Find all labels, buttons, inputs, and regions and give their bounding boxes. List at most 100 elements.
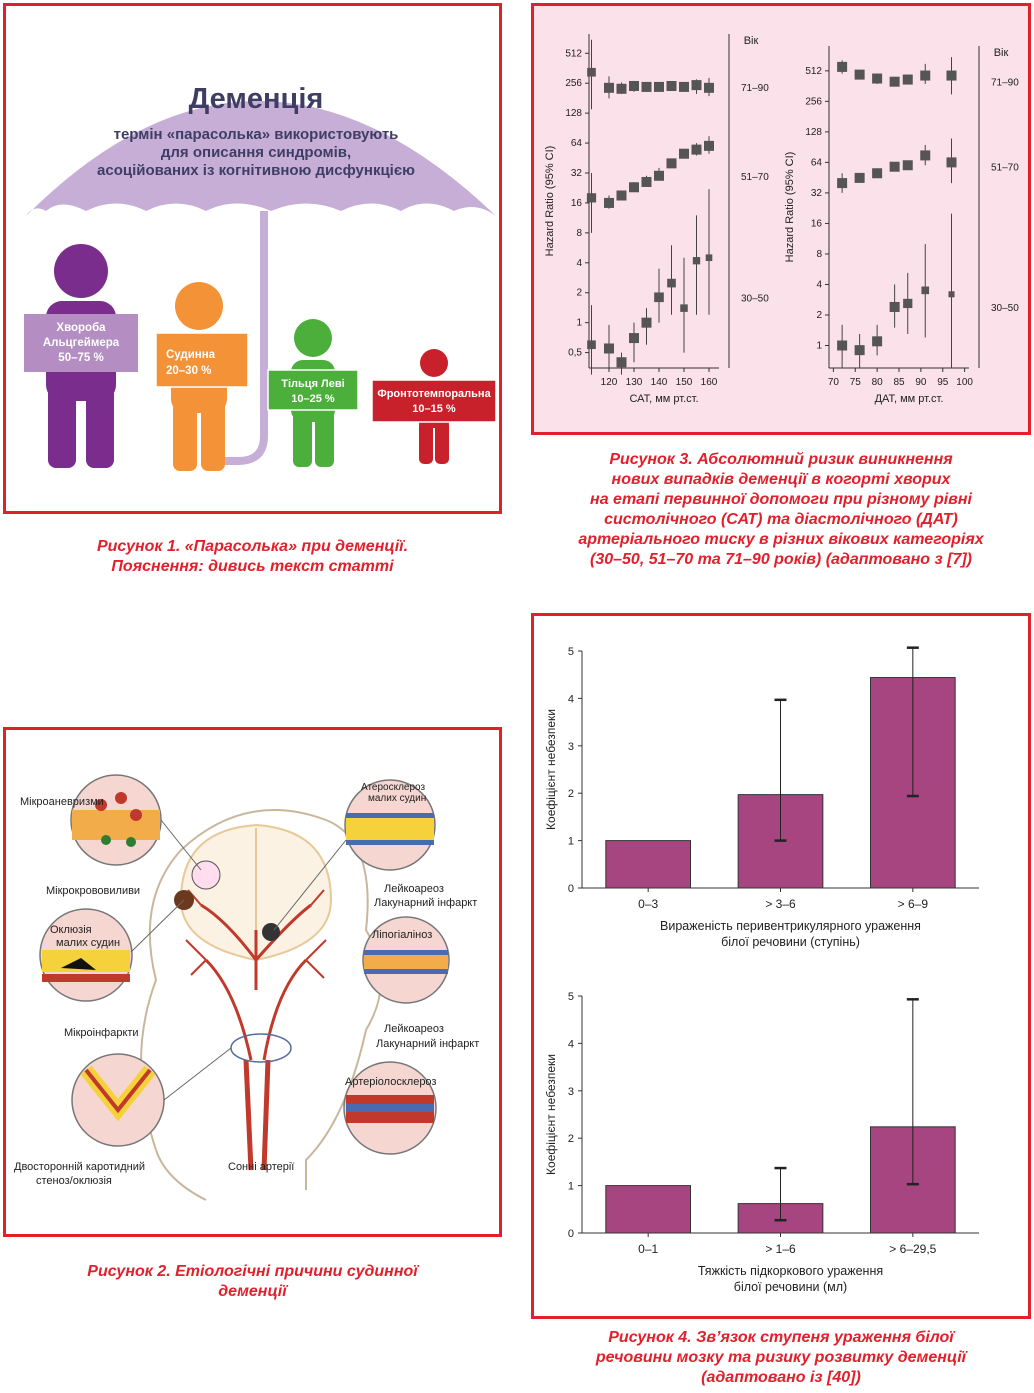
data-point <box>680 304 688 312</box>
y-tick-label: 8 <box>576 228 582 239</box>
data-point <box>679 81 689 92</box>
data-point <box>691 144 702 155</box>
alzheimer-label: Альцгеймера <box>43 337 120 349</box>
y-tick-label: 8 <box>816 249 822 260</box>
y-tick-label: 0 <box>568 1228 574 1240</box>
x-tick-label: 95 <box>937 377 949 388</box>
data-point <box>616 83 627 94</box>
data-point <box>654 170 664 181</box>
legend-entry: 51–70 <box>741 172 769 183</box>
caption-line: речовини мозку та ризику розвитку деменц… <box>595 1349 967 1366</box>
caption-line: артеріального тиску в різних вікових кат… <box>578 531 984 548</box>
carotid-arteries <box>243 1059 271 1171</box>
x-tick-label: 120 <box>601 377 618 388</box>
data-point <box>629 182 639 193</box>
legend-title: Вік <box>744 35 759 47</box>
data-point <box>920 150 931 161</box>
data-point <box>902 74 913 85</box>
bar <box>605 840 692 889</box>
data-point <box>854 345 865 356</box>
umbrella-canopy <box>26 101 496 216</box>
x-tick-label: > 3–6 <box>765 897 796 911</box>
data-point <box>705 254 713 262</box>
data-point <box>920 70 931 81</box>
person-alzheimer: Хвороба Альцгеймера 50–75 % <box>24 244 138 468</box>
small-vessel-occlusion-inset <box>39 899 185 1002</box>
data-point <box>654 292 664 303</box>
hazard-chart-1: 0,5 1 2 4 8 16 32 64 128 256 512 120 130 140 150 160САТ… <box>544 34 769 405</box>
data-point <box>666 158 677 169</box>
leukoaraiosis-label: Лакунарний інфаркт <box>374 897 477 909</box>
y-tick-label: 16 <box>571 198 583 209</box>
x-tick-label: 85 <box>893 377 905 388</box>
data-point <box>872 73 883 84</box>
lewy-label: Тільця Леві <box>281 378 344 390</box>
data-point <box>667 278 676 288</box>
carotid-arteries-label: Сонні артерії <box>228 1161 294 1173</box>
alzheimer-sign <box>24 314 138 372</box>
data-point <box>902 160 913 171</box>
figure-3-caption: Рисунок 3. Абсолютний ризик виникнення н… <box>531 450 1031 570</box>
y-tick-label: 2 <box>568 1133 574 1145</box>
vascular-label: Судинна <box>166 349 216 361</box>
data-point <box>604 197 614 208</box>
occlusion-label: Оклюзія <box>50 924 92 936</box>
frontotemporal-sign <box>371 379 497 423</box>
leukoaraiosis-label-2: Лакунарний інфаркт <box>376 1038 479 1050</box>
y-tick-label: 32 <box>571 168 583 179</box>
caption-line: (адаптовано із [40]) <box>701 1369 861 1386</box>
bar-chart-1: 0 1 2 3 4 5 Коефіцієнт небезпеки 0–3 > 3–6 > 6–9 В… <box>544 646 979 949</box>
figure-1-panel: Деменція термін «парасолька» використову… <box>3 3 502 514</box>
person-lewy: Тільця Леві 10–25 % <box>267 319 359 467</box>
umbrella-illustration: Деменція термін «парасолька» використову… <box>24 83 497 471</box>
data-point <box>587 340 596 350</box>
y-tick-label: 5 <box>568 991 574 1003</box>
legend-entry: 71–90 <box>991 78 1019 89</box>
person-frontotemporal: Фронтотемпоральна 10–15 % <box>371 349 497 464</box>
y-tick-label: 16 <box>811 218 823 229</box>
y-tick-label: 0 <box>568 883 574 895</box>
lipohyalinosis-label: Ліпогіаліноз <box>372 929 432 941</box>
atherosclerosis-label: малих судин <box>368 793 426 804</box>
data-point <box>872 168 883 179</box>
x-tick-label: 90 <box>915 377 927 388</box>
data-point <box>629 333 639 344</box>
x-tick-label: > 6–29,5 <box>889 1242 936 1256</box>
data-point <box>948 291 955 298</box>
x-tick-label: > 6–9 <box>898 897 929 911</box>
vascular-causes-illustration: Мікроаневризми Мікрокрововиливи Оклюзія … <box>14 774 479 1201</box>
x-tick-label: 0–3 <box>638 897 658 911</box>
y-tick-label: 1 <box>568 1181 574 1193</box>
caption-line: систолічного (САТ) та діастолічного (ДАТ… <box>604 511 958 528</box>
data-point <box>946 157 957 168</box>
x-axis-label: САТ, мм рт.ст. <box>629 393 698 405</box>
arteriolosclerosis-inset <box>343 1061 437 1155</box>
figure-4-panel: 0 1 2 3 4 5 Коефіцієнт небезпеки 0–3 > 3–6 > 6–9 В… <box>531 613 1031 1319</box>
legend-entry: 71–90 <box>741 83 769 94</box>
figure-2-caption: Рисунок 2. Етіологічні причини судинної … <box>10 1262 495 1302</box>
figure-4-caption: Рисунок 4. Зв’язок ступеня ураження біло… <box>531 1328 1031 1388</box>
hazard-bar-charts: 0 1 2 3 4 5 Коефіцієнт небезпеки 0–3 > 3–6 > 6–9 В… <box>544 646 979 1294</box>
micro-aneurysm-inset <box>70 774 202 871</box>
x-tick-label: 130 <box>626 377 643 388</box>
arteriolosclerosis-label: Артеріолосклероз <box>345 1076 436 1088</box>
person-vascular: Судинна 20–30 % <box>155 282 249 471</box>
x-tick-label: 160 <box>701 377 718 388</box>
frontotemporal-label: Фронтотемпоральна <box>377 388 491 400</box>
vascular-sign <box>155 332 249 388</box>
umbrella-subtitle-line: термін «парасолька» використовують <box>114 126 399 143</box>
legend-entry: 30–50 <box>991 303 1019 314</box>
y-tick-label: 128 <box>805 127 822 138</box>
figure-1-caption: Рисунок 1. «Парасолька» при деменції. По… <box>10 537 495 577</box>
x-tick-label: 70 <box>828 377 840 388</box>
y-tick-label: 3 <box>568 741 574 753</box>
carotid-label: стеноз/оклюзія <box>36 1175 112 1187</box>
head-outline <box>140 809 382 1190</box>
caption-line: на етапі первинної допомоги при різному … <box>590 491 972 508</box>
y-tick-label: 256 <box>805 96 822 107</box>
x-tick-label: 80 <box>872 377 884 388</box>
y-tick-label: 5 <box>568 646 574 658</box>
y-tick-label: 32 <box>811 188 823 199</box>
x-axis-label: білої речовини (мл) <box>734 1280 847 1294</box>
legend-title: Вік <box>994 47 1009 59</box>
